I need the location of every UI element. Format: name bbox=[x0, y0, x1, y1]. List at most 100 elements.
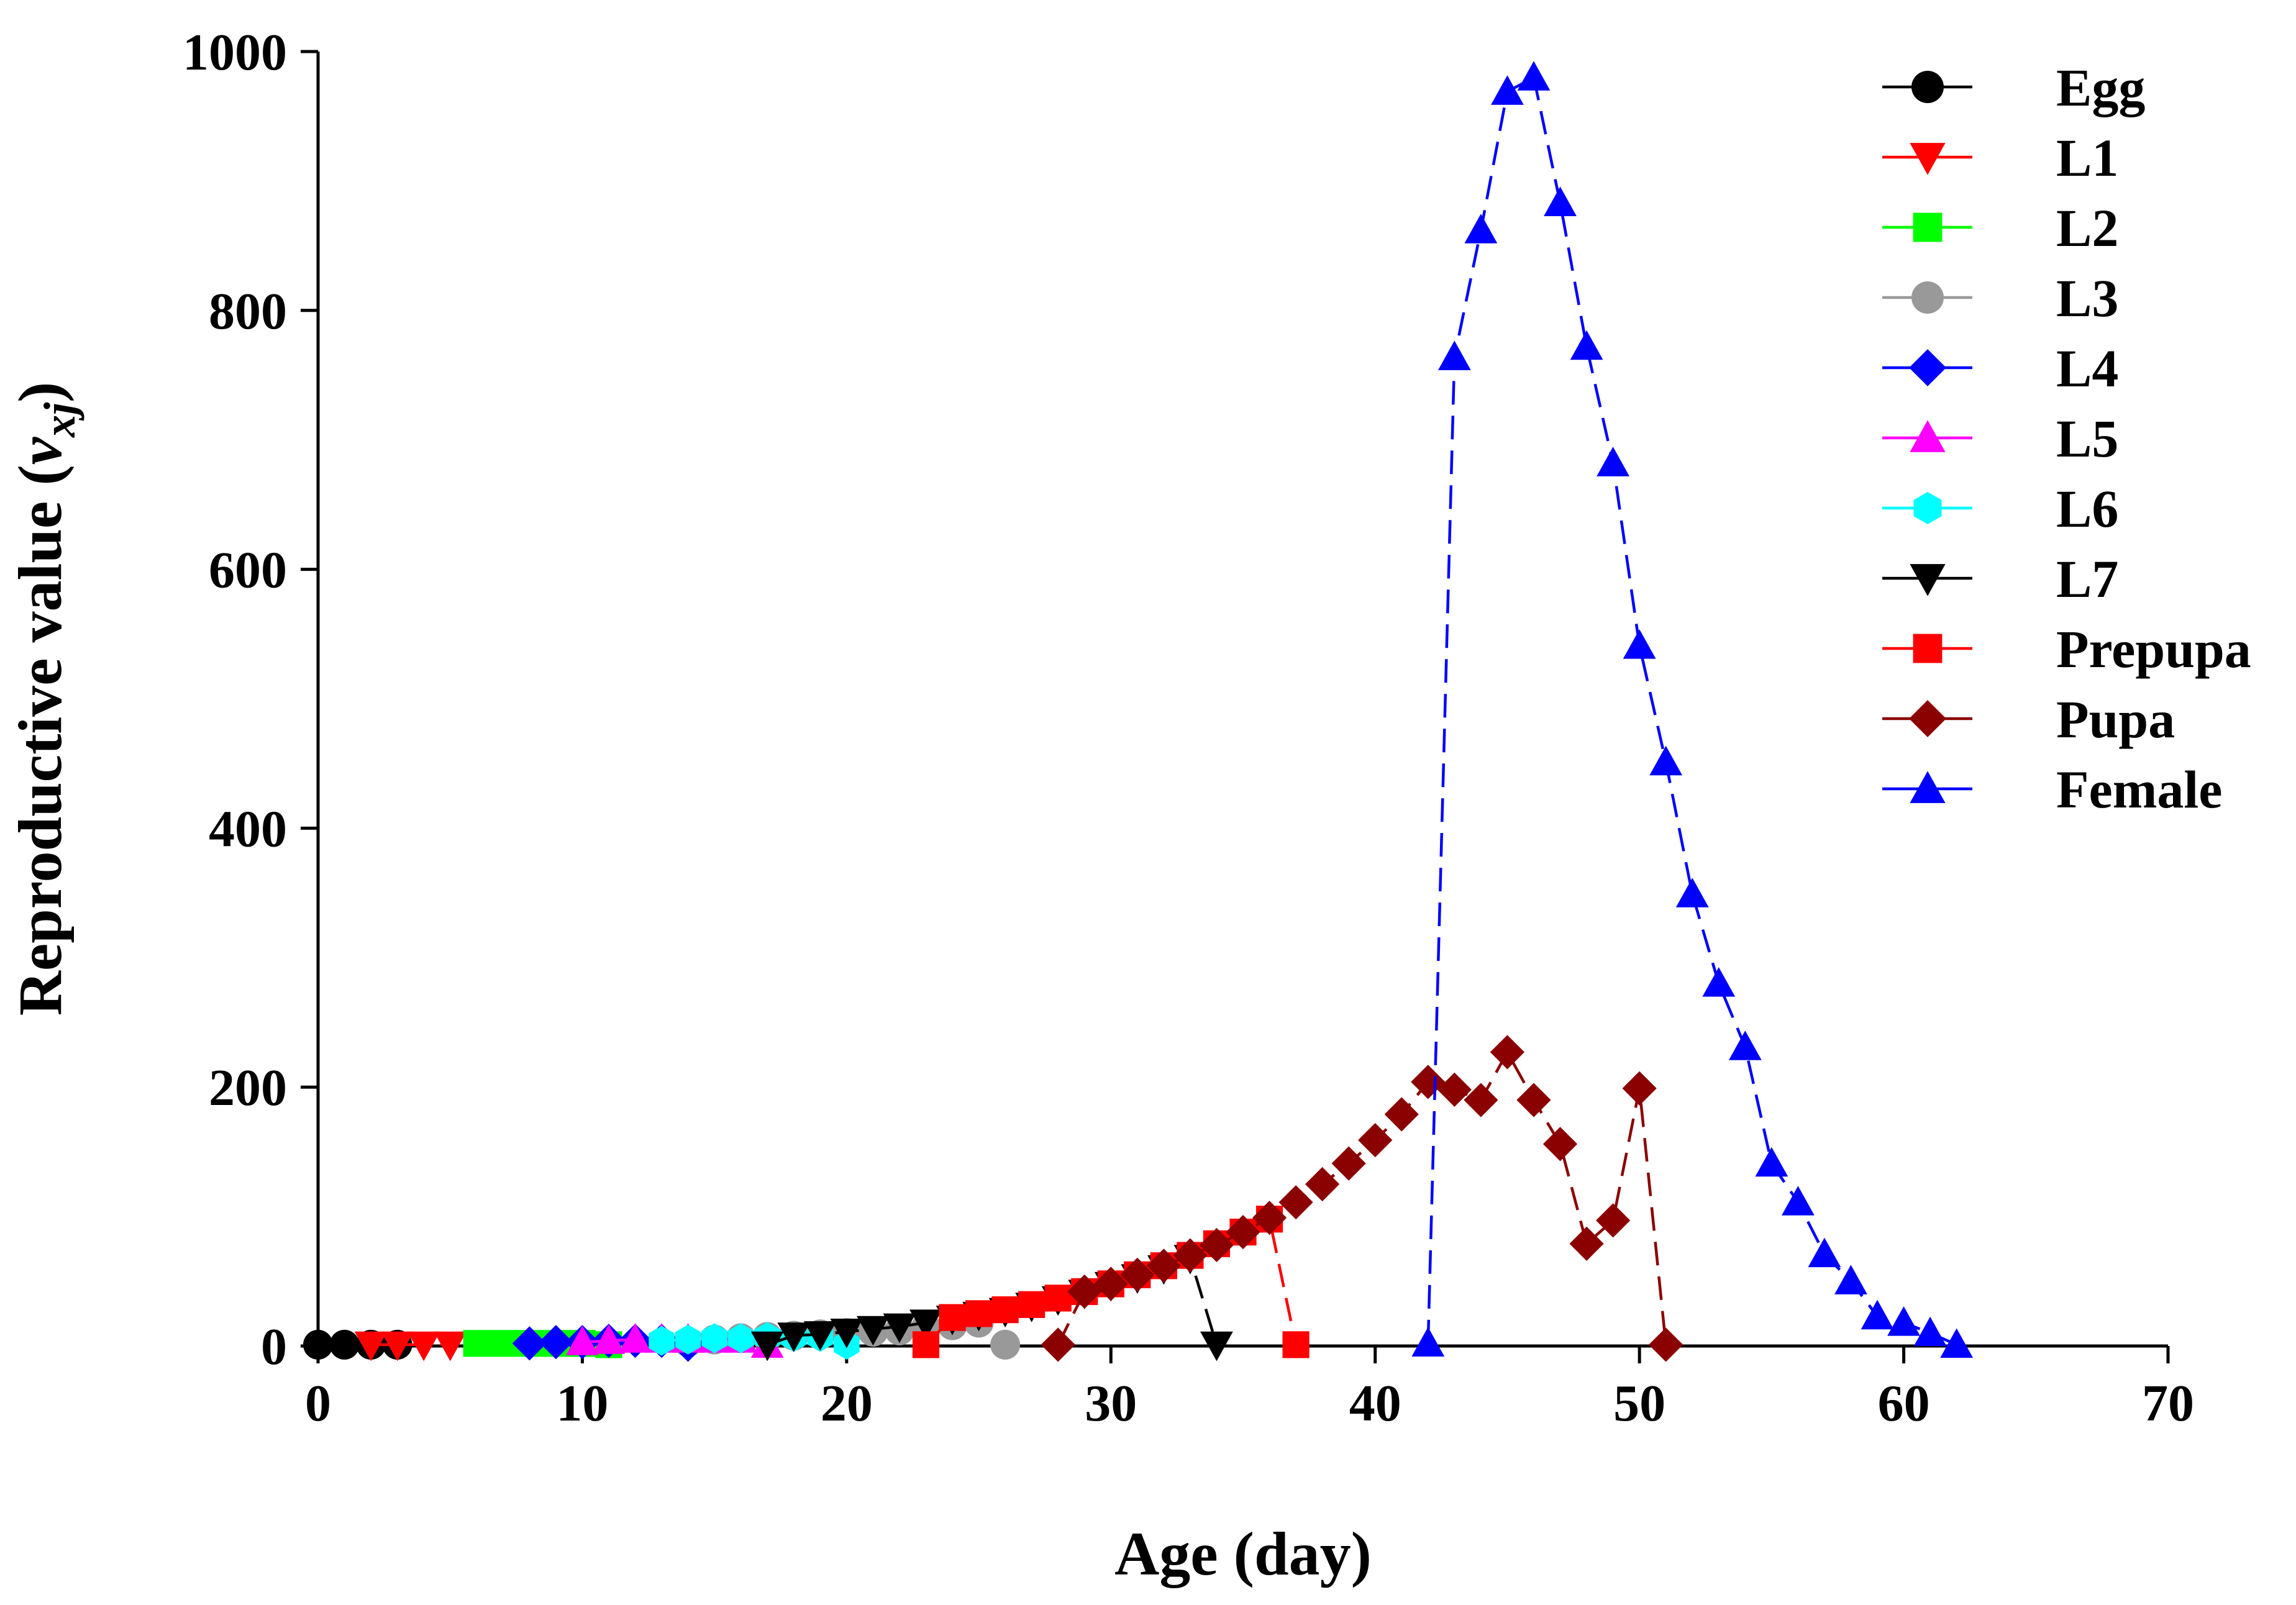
legend-marker-prepupa bbox=[1913, 634, 1943, 663]
data-point-l2 bbox=[463, 1330, 490, 1357]
data-point-female bbox=[1517, 61, 1551, 91]
data-point-pupa bbox=[1305, 1166, 1340, 1202]
data-point-female bbox=[1464, 214, 1498, 243]
data-point-pupa bbox=[1411, 1065, 1446, 1099]
series-layer bbox=[303, 61, 1974, 1362]
y-tick-label: 600 bbox=[209, 542, 287, 599]
data-point-female bbox=[1649, 745, 1683, 776]
y-axis-title: Reproductive value (vxj) bbox=[6, 382, 84, 1016]
legend-marker-l5 bbox=[1910, 420, 1946, 452]
x-tick-label: 20 bbox=[821, 1375, 873, 1432]
data-point-female bbox=[1808, 1237, 1841, 1268]
data-point-female bbox=[1597, 447, 1629, 476]
legend: Egg L1 L2 L3 L4 L5 L6 L7 Prepupa Pupa Female bbox=[1882, 58, 2251, 819]
data-point-pupa bbox=[1093, 1266, 1128, 1301]
data-point-pupa bbox=[1199, 1227, 1234, 1263]
legend-marker-pupa bbox=[1909, 700, 1946, 737]
data-point-l3 bbox=[990, 1329, 1021, 1360]
data-point-female bbox=[1437, 340, 1471, 370]
legend-marker-female bbox=[1910, 771, 1946, 803]
data-point-female bbox=[1623, 629, 1656, 659]
data-point-prepupa bbox=[1018, 1291, 1046, 1318]
data-point-l4 bbox=[539, 1325, 573, 1360]
data-point-pupa bbox=[1596, 1203, 1631, 1238]
data-point-female bbox=[1570, 330, 1603, 360]
x-tick-label: 40 bbox=[1349, 1375, 1401, 1432]
data-point-pupa bbox=[1464, 1083, 1498, 1117]
data-point-l5 bbox=[566, 1325, 599, 1355]
legend-label-female: Female bbox=[2056, 760, 2222, 819]
axes: 0 10 20 30 40 50 60 70 0 200 400 600 800 1000 bbox=[183, 24, 2194, 1432]
data-point-egg bbox=[329, 1329, 360, 1360]
data-point-pupa bbox=[1384, 1097, 1419, 1132]
x-axis-title: Age (day) bbox=[1114, 1519, 1372, 1588]
legend-label-l7: L7 bbox=[2056, 549, 2118, 609]
data-point-l1 bbox=[407, 1331, 440, 1362]
data-point-female bbox=[1887, 1306, 1920, 1336]
legend-marker-egg bbox=[1911, 71, 1944, 103]
series-pupa bbox=[1041, 1035, 1683, 1362]
legend-item-l3: L3 bbox=[1882, 268, 2118, 328]
legend-item-l2: L2 bbox=[1882, 198, 2118, 258]
data-point-pupa bbox=[1490, 1035, 1525, 1070]
data-point-prepupa bbox=[991, 1296, 1019, 1324]
legend-marker-l1 bbox=[1910, 143, 1946, 175]
data-point-female bbox=[1702, 967, 1736, 997]
data-point-pupa bbox=[1649, 1327, 1683, 1362]
x-tick-label: 30 bbox=[1085, 1375, 1137, 1432]
data-point-l7 bbox=[909, 1309, 942, 1339]
data-point-female bbox=[1411, 1327, 1445, 1357]
legend-label-prepupa: Prepupa bbox=[2056, 619, 2251, 679]
data-point-prepupa bbox=[965, 1300, 993, 1327]
data-point-l7 bbox=[1200, 1331, 1233, 1362]
series-line-pupa bbox=[1057, 1049, 1667, 1345]
x-tick-label: 10 bbox=[556, 1375, 608, 1432]
legend-label-l6: L6 bbox=[2056, 479, 2118, 539]
data-point-pupa bbox=[1226, 1215, 1260, 1250]
data-point-l7 bbox=[750, 1331, 784, 1362]
data-point-l7 bbox=[830, 1318, 863, 1348]
y-tick-label: 0 bbox=[261, 1318, 287, 1376]
legend-marker-l4 bbox=[1909, 349, 1946, 386]
data-point-pupa bbox=[1516, 1083, 1551, 1117]
y-tick-label: 1000 bbox=[183, 24, 287, 81]
data-point-pupa bbox=[1067, 1274, 1102, 1309]
y-axis-title-suffix: ) bbox=[6, 382, 75, 402]
legend-label-l5: L5 bbox=[2056, 409, 2118, 468]
y-axis-title-symbol: v bbox=[6, 436, 75, 465]
y-tick-label: 800 bbox=[209, 283, 287, 340]
legend-item-l7: L7 bbox=[1882, 549, 2118, 609]
data-point-prepupa bbox=[1282, 1331, 1310, 1358]
data-point-female bbox=[1913, 1316, 1947, 1347]
series-female bbox=[1411, 61, 1974, 1358]
legend-marker-l2 bbox=[1913, 212, 1943, 242]
data-point-female bbox=[1544, 186, 1577, 216]
legend-item-egg: Egg bbox=[1882, 58, 2145, 117]
legend-item-l5: L5 bbox=[1882, 409, 2118, 468]
series-l1 bbox=[354, 1331, 467, 1362]
data-point-pupa bbox=[1120, 1257, 1155, 1292]
legend-label-l1: L1 bbox=[2056, 128, 2118, 188]
data-point-pupa bbox=[1569, 1226, 1604, 1261]
data-point-pupa bbox=[1542, 1127, 1578, 1162]
legend-item-l1: L1 bbox=[1882, 128, 2118, 188]
data-point-egg bbox=[303, 1329, 333, 1360]
x-tick-label: 70 bbox=[2142, 1375, 2194, 1432]
legend-item-l6: L6 bbox=[1882, 479, 2118, 539]
legend-label-egg: Egg bbox=[2056, 58, 2145, 117]
data-point-pupa bbox=[1358, 1123, 1393, 1158]
y-axis-title-prefix: Reproductive value ( bbox=[6, 465, 75, 1016]
data-point-female bbox=[1728, 1030, 1762, 1060]
data-point-female bbox=[1782, 1186, 1815, 1216]
series-line-female bbox=[1426, 75, 1957, 1346]
legend-label-l2: L2 bbox=[2056, 198, 2118, 258]
legend-label-l4: L4 bbox=[2056, 339, 2118, 398]
data-point-pupa bbox=[1041, 1327, 1075, 1362]
legend-label-pupa: Pupa bbox=[2056, 689, 2175, 749]
legend-item-prepupa: Prepupa bbox=[1882, 619, 2251, 679]
y-tick-label: 200 bbox=[209, 1059, 287, 1117]
data-point-pupa bbox=[1278, 1185, 1313, 1220]
data-point-l4 bbox=[512, 1326, 547, 1361]
data-point-female bbox=[1675, 878, 1709, 907]
